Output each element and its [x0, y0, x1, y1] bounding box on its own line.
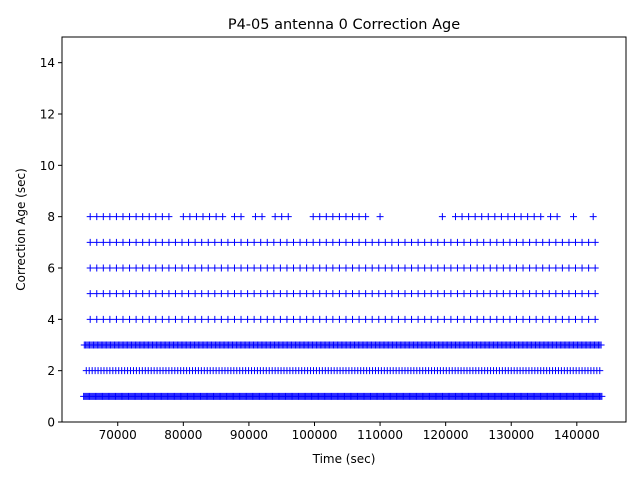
y-axis-label: Correction Age (sec) [14, 168, 28, 291]
data-markers [80, 213, 606, 400]
x-axis-ticks: 70000 80000 90000 100000 110000 120000 130000 1… [99, 422, 600, 442]
marker-series-y8 [251, 213, 266, 221]
y-tick-label: 6 [47, 262, 55, 276]
marker-series-y8 [438, 213, 446, 221]
marker-series-y8 [547, 213, 561, 221]
marker-series-y8 [179, 213, 227, 221]
x-tick-label: 130000 [488, 428, 534, 442]
marker-series-y8 [451, 213, 545, 221]
marker-series-y8 [376, 213, 384, 221]
y-tick-label: 2 [47, 364, 55, 378]
marker-series-y8 [230, 213, 245, 221]
marker-series-y8 [86, 213, 173, 221]
x-tick-label: 80000 [164, 428, 202, 442]
x-tick-label: 140000 [554, 428, 600, 442]
x-tick-label: 120000 [423, 428, 469, 442]
y-tick-label: 14 [40, 56, 55, 70]
chart-title: P4-05 antenna 0 Correction Age [228, 17, 460, 33]
plot-frame [61, 36, 627, 423]
y-tick-label: 4 [47, 313, 55, 327]
x-tick-label: 90000 [230, 428, 268, 442]
marker-series-y6 [86, 264, 599, 272]
marker-series-y7 [86, 238, 599, 246]
y-tick-label: 8 [47, 210, 55, 224]
marker-series-y4 [86, 315, 599, 323]
marker-series-y8 [570, 213, 578, 221]
marker-series-y2 [82, 367, 604, 375]
marker-series-y1 [80, 392, 606, 400]
x-tick-label: 110000 [357, 428, 403, 442]
marker-series-y5 [86, 290, 599, 298]
y-tick-label: 10 [40, 159, 55, 173]
y-tick-label: 0 [47, 416, 55, 430]
marker-series-y8 [589, 213, 597, 221]
y-tick-label: 12 [40, 108, 55, 122]
y-axis-ticks: 0 2 4 6 8 10 12 14 [40, 56, 62, 430]
x-tick-label: 70000 [99, 428, 137, 442]
x-tick-label: 100000 [292, 428, 338, 442]
marker-series-y8 [309, 213, 370, 221]
marker-series-y3 [80, 341, 605, 349]
x-axis-label: Time (sec) [312, 452, 376, 466]
marker-series-y8 [271, 213, 292, 221]
